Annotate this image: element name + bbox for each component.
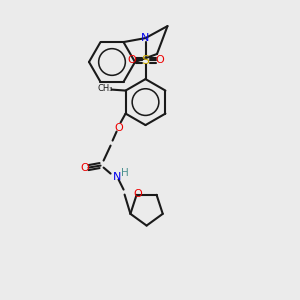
- Text: S: S: [142, 54, 149, 67]
- Text: N: N: [112, 172, 121, 182]
- Text: O: O: [80, 163, 89, 172]
- Text: N: N: [141, 33, 150, 43]
- Text: O: O: [155, 55, 164, 65]
- Text: O: O: [127, 55, 136, 65]
- Text: CH₃: CH₃: [98, 84, 113, 93]
- Text: H: H: [121, 168, 128, 178]
- Text: O: O: [114, 123, 123, 133]
- Text: O: O: [133, 189, 142, 199]
